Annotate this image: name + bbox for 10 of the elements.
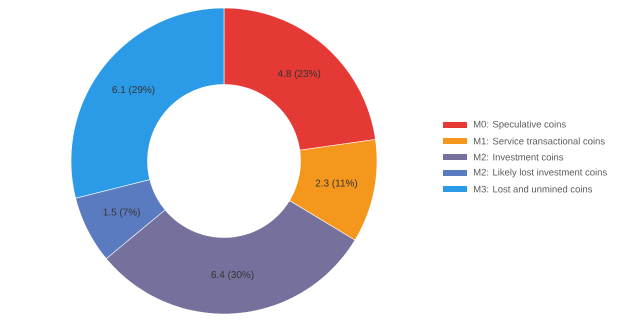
data-label: 6.1 (29%)	[112, 86, 155, 96]
legend-label: M2: Investment coins	[474, 154, 564, 160]
data-label: 6.4 (30%)	[211, 270, 254, 280]
legend-label: M3: Lost and unmined coins	[474, 186, 592, 192]
data-label: 1.5 (7%)	[104, 208, 140, 218]
data-label: 2.3 (11%)	[316, 179, 358, 189]
legend-label: M1: Service transactional coins	[474, 138, 605, 144]
legend-label: M0: Speculative coins	[474, 120, 566, 130]
data-label: 4.8 (23%)	[278, 70, 320, 79]
legend-label: M2: Likely lost investment coins	[474, 168, 607, 178]
